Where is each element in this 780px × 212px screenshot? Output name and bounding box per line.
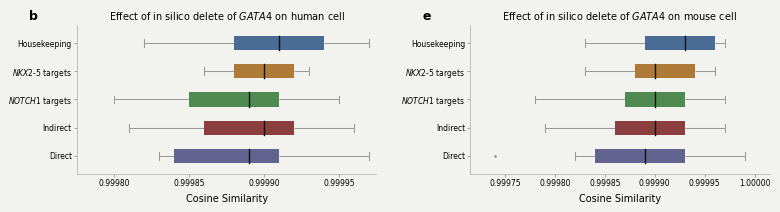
Text: e: e bbox=[422, 10, 431, 23]
Bar bbox=[635, 64, 695, 78]
Bar bbox=[234, 64, 294, 78]
Bar bbox=[615, 121, 685, 135]
Text: b: b bbox=[29, 10, 37, 23]
Bar bbox=[645, 36, 714, 50]
Bar bbox=[625, 92, 685, 106]
Title: Effect of in silico delete of $\it{GATA4}$ on human cell: Effect of in silico delete of $\it{GATA4… bbox=[108, 10, 345, 22]
Bar bbox=[204, 121, 294, 135]
Bar bbox=[595, 149, 685, 163]
X-axis label: Cosine Similarity: Cosine Similarity bbox=[186, 194, 268, 204]
Bar bbox=[190, 92, 279, 106]
Bar bbox=[234, 36, 324, 50]
Title: Effect of in silico delete of $\it{GATA4}$ on mouse cell: Effect of in silico delete of $\it{GATA4… bbox=[502, 10, 737, 22]
Bar bbox=[174, 149, 279, 163]
X-axis label: Cosine Similarity: Cosine Similarity bbox=[579, 194, 661, 204]
